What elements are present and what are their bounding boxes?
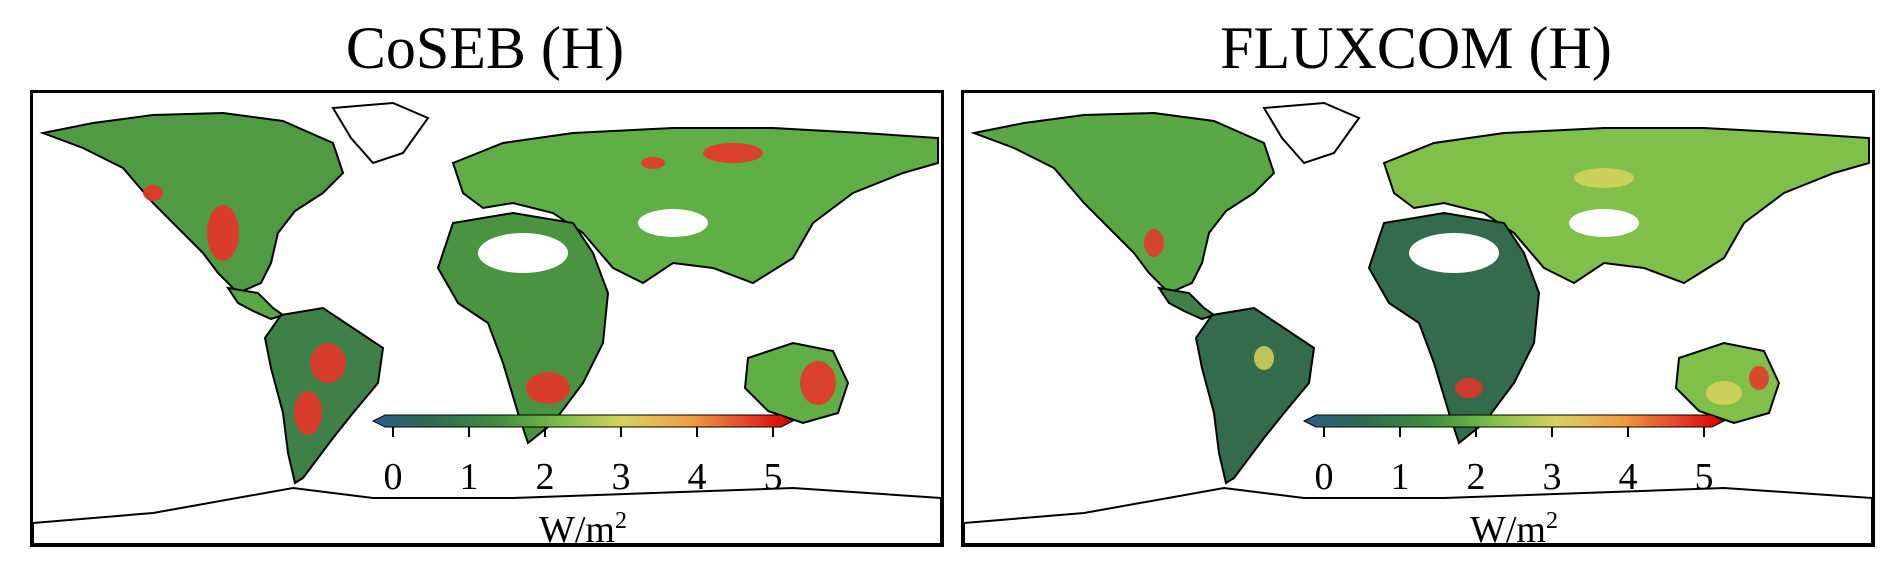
moderate-flux-regions	[1254, 168, 1742, 405]
colorbar: 0 1 2 3 4 5 W/m2	[371, 414, 795, 547]
central-america	[1156, 286, 1217, 321]
south-america	[263, 306, 385, 485]
colorbar-unit: W/m2	[483, 501, 683, 547]
eurasia	[1382, 127, 1870, 285]
colorbar-tick: 4	[687, 456, 707, 498]
greenland	[331, 101, 430, 165]
colorbar-gradient	[371, 414, 795, 437]
north-america	[970, 111, 1276, 295]
colorbar-gradient	[1302, 414, 1726, 437]
colorbar-tick: 2	[1466, 456, 1486, 498]
unit-base: W/m	[539, 509, 615, 547]
panel-title: CoSEB (H)	[345, 15, 625, 81]
colorbar-unit: W/m2	[1414, 501, 1614, 547]
no-data-regions	[478, 209, 708, 273]
greenland	[1262, 101, 1361, 165]
no-data-regions	[1409, 209, 1639, 273]
unit-exponent: 2	[614, 508, 627, 534]
unit-exponent: 2	[1545, 508, 1558, 534]
panel-title: FLUXCOM (H)	[1220, 15, 1612, 81]
colorbar-tick: 3	[611, 456, 631, 498]
antarctica	[964, 486, 1872, 544]
antarctica	[33, 486, 941, 544]
colorbar-tick: 1	[459, 456, 479, 498]
colorbar-tick: 4	[1618, 456, 1638, 498]
colorbar-tick: 1	[1390, 456, 1410, 498]
colorbar-tick: 2	[535, 456, 555, 498]
central-america	[225, 286, 286, 321]
colorbar-tick: 5	[763, 456, 783, 498]
map-coseb: 0 1 2 3 4 5 W/m2	[30, 90, 944, 547]
colorbar: 0 1 2 3 4 5 W/m2	[1302, 414, 1726, 547]
south-america	[1194, 306, 1316, 485]
panel-fluxcom: FLUXCOM (H)	[961, 0, 1875, 567]
unit-base: W/m	[1470, 509, 1546, 547]
panel-coseb: CoSEB (H)	[30, 0, 944, 567]
world-map	[964, 101, 1872, 544]
landmass-layer	[964, 101, 1872, 544]
high-flux-regions	[1144, 229, 1769, 398]
colorbar-tick: 3	[1542, 456, 1562, 498]
world-map	[33, 101, 941, 544]
map-fluxcom: 0 1 2 3 4 5 W/m2	[961, 90, 1875, 547]
colorbar-tick: 0	[1314, 456, 1334, 498]
colorbar-tick: 0	[383, 456, 403, 498]
high-flux-regions	[143, 143, 836, 435]
landmass-layer	[33, 101, 941, 544]
north-america	[39, 111, 345, 295]
eurasia	[451, 127, 939, 285]
colorbar-tick: 5	[1694, 456, 1714, 498]
